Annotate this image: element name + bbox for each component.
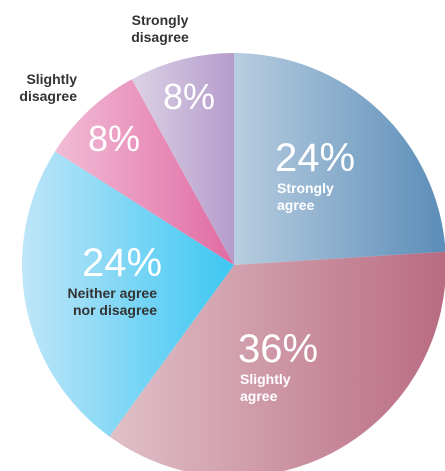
pie-slice-slightly-disagree: [55, 79, 234, 265]
pie-slice-label: Neither agree nor disagree: [68, 285, 158, 318]
pie-slice-percent: 24%: [82, 241, 162, 285]
pie-slice-label: Strongly disagree: [131, 12, 189, 45]
pie-slices: [21, 53, 445, 471]
pie-slice-label: Strongly agree: [277, 180, 334, 213]
pie-slice-percent: 36%: [238, 327, 318, 371]
pie-slice-neither-agree-nor-disagree: [21, 151, 234, 437]
pie-slice-percent: 24%: [275, 136, 355, 180]
pie-slice-percent: 8%: [163, 76, 215, 117]
pie-slice-slightly-agree: [109, 251, 445, 471]
pie-slice-strongly-agree: [234, 53, 445, 265]
pie-slice-strongly-disagree: [131, 53, 234, 265]
pie-slice-label: Slightly agree: [240, 371, 291, 404]
pie-slice-percent: 8%: [88, 118, 140, 159]
pie-slice-label: Slightly disagree: [19, 71, 77, 104]
